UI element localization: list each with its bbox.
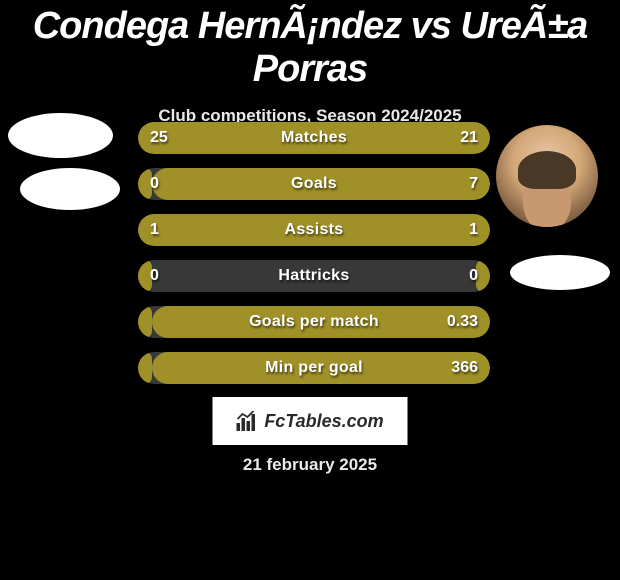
- stat-value-right: 0.33: [447, 306, 478, 338]
- stat-label: Min per goal: [138, 352, 490, 384]
- stat-label: Goals: [138, 168, 490, 200]
- stat-value-left: 0: [150, 260, 159, 292]
- stat-label: Matches: [138, 122, 490, 154]
- stat-row: Matches25 21: [138, 122, 490, 154]
- footer-date: 21 february 2025: [0, 455, 620, 475]
- player-right-oval: [510, 255, 610, 290]
- stat-value-left: 0: [150, 168, 159, 200]
- player-left-avatar-placeholder: [8, 113, 113, 158]
- stat-value-left: 25: [150, 122, 168, 154]
- stats-container: Matches2521Goals07Assists11Hattricks00Go…: [138, 122, 490, 398]
- stat-row: Goals per match0.33: [138, 306, 490, 338]
- stat-label: Assists: [138, 214, 490, 246]
- stat-row: Min per goal366: [138, 352, 490, 384]
- stat-value-right: 0: [469, 260, 478, 292]
- brand-badge: FcTables.com: [213, 397, 408, 445]
- chart-icon: [236, 411, 258, 431]
- stat-label: Hattricks: [138, 260, 490, 292]
- player-right-avatar: [496, 125, 598, 227]
- stat-row: Goals0 7: [138, 168, 490, 200]
- stat-value-right: 1: [469, 214, 478, 246]
- stat-row: Hattricks0 0: [138, 260, 490, 292]
- stat-label: Goals per match: [138, 306, 490, 338]
- stat-row: Assists1 1: [138, 214, 490, 246]
- stat-value-right: 21: [460, 122, 478, 154]
- page-title: Condega HernÃ¡ndez vs UreÃ±a Porras: [0, 0, 620, 91]
- stat-value-right: 366: [451, 352, 478, 384]
- player-left-oval: [20, 168, 120, 210]
- brand-text: FcTables.com: [264, 411, 383, 432]
- stat-value-left: 1: [150, 214, 159, 246]
- stat-value-right: 7: [469, 168, 478, 200]
